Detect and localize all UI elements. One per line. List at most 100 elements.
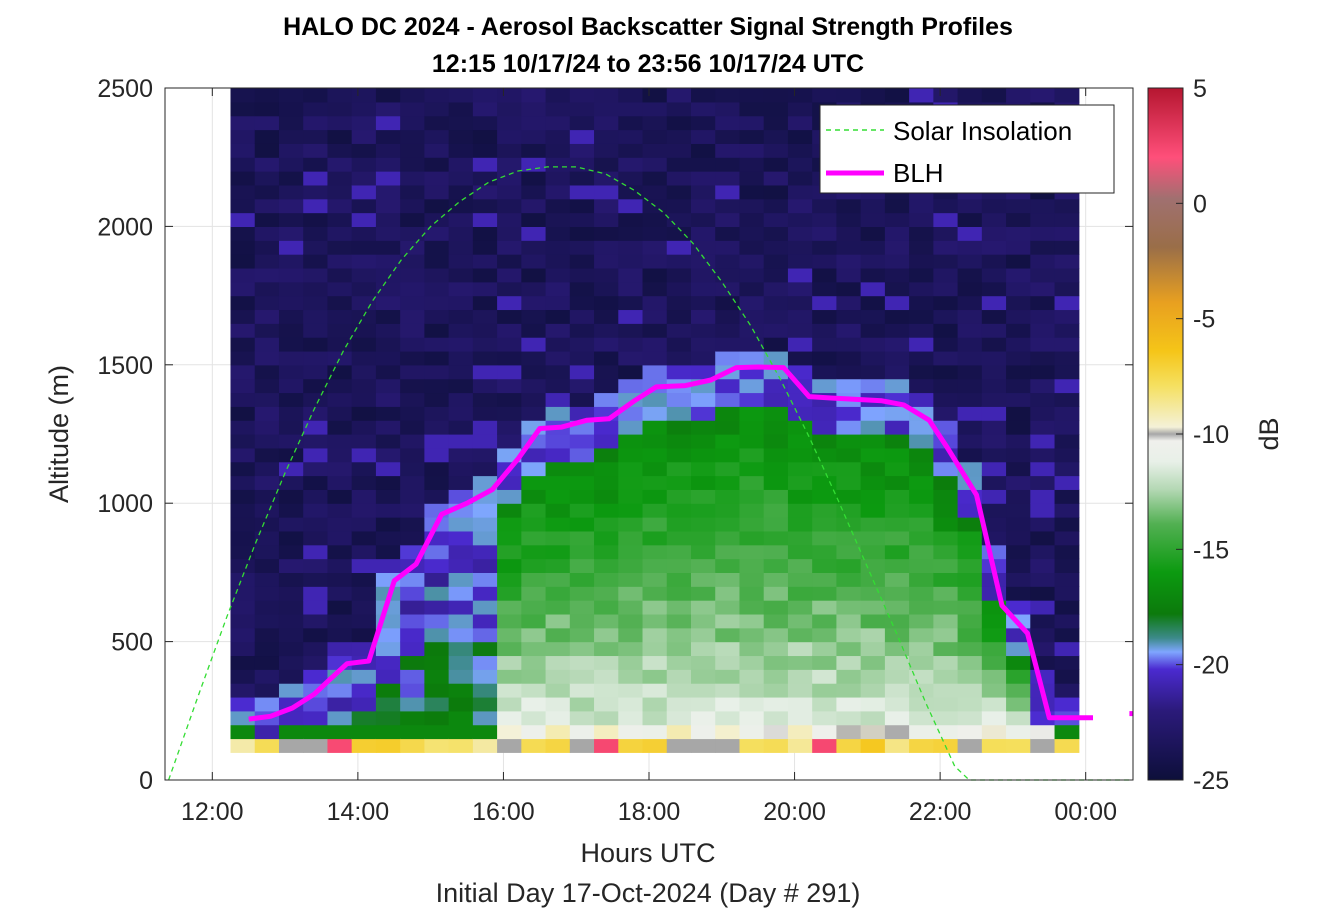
heatmap-cell [787,530,813,546]
heatmap-cell [521,696,547,712]
heatmap-cell [618,309,644,324]
heatmap-cell [351,434,377,449]
heatmap-cell [691,696,716,712]
heatmap-cell [1030,489,1056,504]
heatmap-cell [812,572,838,587]
heatmap-cell [424,738,450,753]
heatmap-cell [327,613,353,629]
heatmap-cell [594,683,619,698]
heatmap-cell [448,544,474,560]
heatmap-cell [981,544,1007,560]
heatmap-cell [400,613,425,629]
heatmap-cell [787,323,813,338]
heatmap-cell [230,600,256,615]
heatmap-cell [642,337,668,352]
heatmap-cell [569,641,595,657]
heatmap-cell [715,101,741,117]
heatmap-cell [254,184,280,200]
footer-label: Initial Day 17-Oct-2024 (Day # 291) [436,878,861,908]
heatmap-cell [594,710,619,726]
heatmap-cell [278,517,304,532]
heatmap-cell [642,350,668,366]
heatmap-cell [642,157,668,172]
heatmap-cell [1054,696,1080,712]
heatmap-cell [278,724,304,740]
heatmap-cell [618,586,644,601]
heatmap-cell [521,115,547,131]
heatmap-cell [424,655,450,670]
heatmap-cell [278,88,304,103]
heatmap-cell [424,101,450,117]
y-tick-label: 2000 [97,213,153,241]
heatmap-cell [666,350,692,366]
heatmap-cell [666,267,692,283]
heatmap-cell [715,392,741,407]
heatmap-cell [545,281,571,297]
heatmap-cell [715,143,741,158]
heatmap-cell [884,198,910,214]
heatmap-cell [618,627,644,643]
heatmap-cell [860,212,886,227]
heatmap-cell [327,517,353,532]
heatmap-cell [787,240,813,255]
heatmap-cell [448,212,474,227]
heatmap-cell [1054,641,1080,657]
heatmap-cell [351,503,377,518]
heatmap-cell [884,323,910,338]
heatmap-cell [836,309,862,324]
heatmap-cell [763,613,789,629]
heatmap-cell [666,434,692,449]
heatmap-cell [327,475,353,490]
heatmap-cell [278,337,304,352]
heatmap-cell [351,267,377,283]
heatmap-cell [472,655,498,670]
heatmap-cell [715,475,741,490]
heatmap-cell [957,710,983,726]
heatmap-cell [739,558,765,573]
heatmap-cell [472,129,498,144]
heatmap-cell [884,461,910,477]
heatmap-cell [278,184,304,200]
heatmap-cell [303,226,329,241]
heatmap-cell [909,655,934,670]
heatmap-cell [497,157,522,172]
heatmap-cell [303,655,329,670]
heatmap-cell [739,489,765,504]
heatmap-cell [278,212,304,227]
heatmap-cell [472,710,498,726]
heatmap-cell [400,586,425,601]
heatmap-cell [933,309,959,324]
heatmap-cell [618,655,644,670]
heatmap-cell [860,434,886,449]
heatmap-cell [400,267,425,283]
heatmap-cell [400,710,425,726]
heatmap-cell [254,655,280,670]
heatmap-cell [860,295,886,311]
heatmap-cell [860,88,886,103]
heatmap-cell [957,434,983,449]
heatmap-cell [618,738,644,753]
heatmap-cell [400,129,425,144]
heatmap-cell [981,503,1007,518]
heatmap-cell [884,420,910,435]
heatmap-cell [1030,295,1056,311]
heatmap-cell [472,171,498,186]
heatmap-cell [569,254,595,269]
heatmap-cell [618,350,644,366]
heatmap-cell [1006,309,1031,324]
heatmap-cell [860,337,886,352]
heatmap-cell [400,655,425,670]
heatmap-cell [909,475,934,490]
heatmap-cell [521,392,547,407]
heatmap-cell [448,724,474,740]
heatmap-cell [424,240,450,255]
heatmap-cell [933,254,959,269]
colorbar-label: dB [1254,417,1284,450]
heatmap-cell [303,586,329,601]
heatmap-cell [618,240,644,255]
heatmap-cell [448,683,474,698]
heatmap-cell [545,406,571,421]
heatmap-cell [715,240,741,255]
heatmap-cell [715,461,741,477]
heatmap-cell [666,558,692,573]
